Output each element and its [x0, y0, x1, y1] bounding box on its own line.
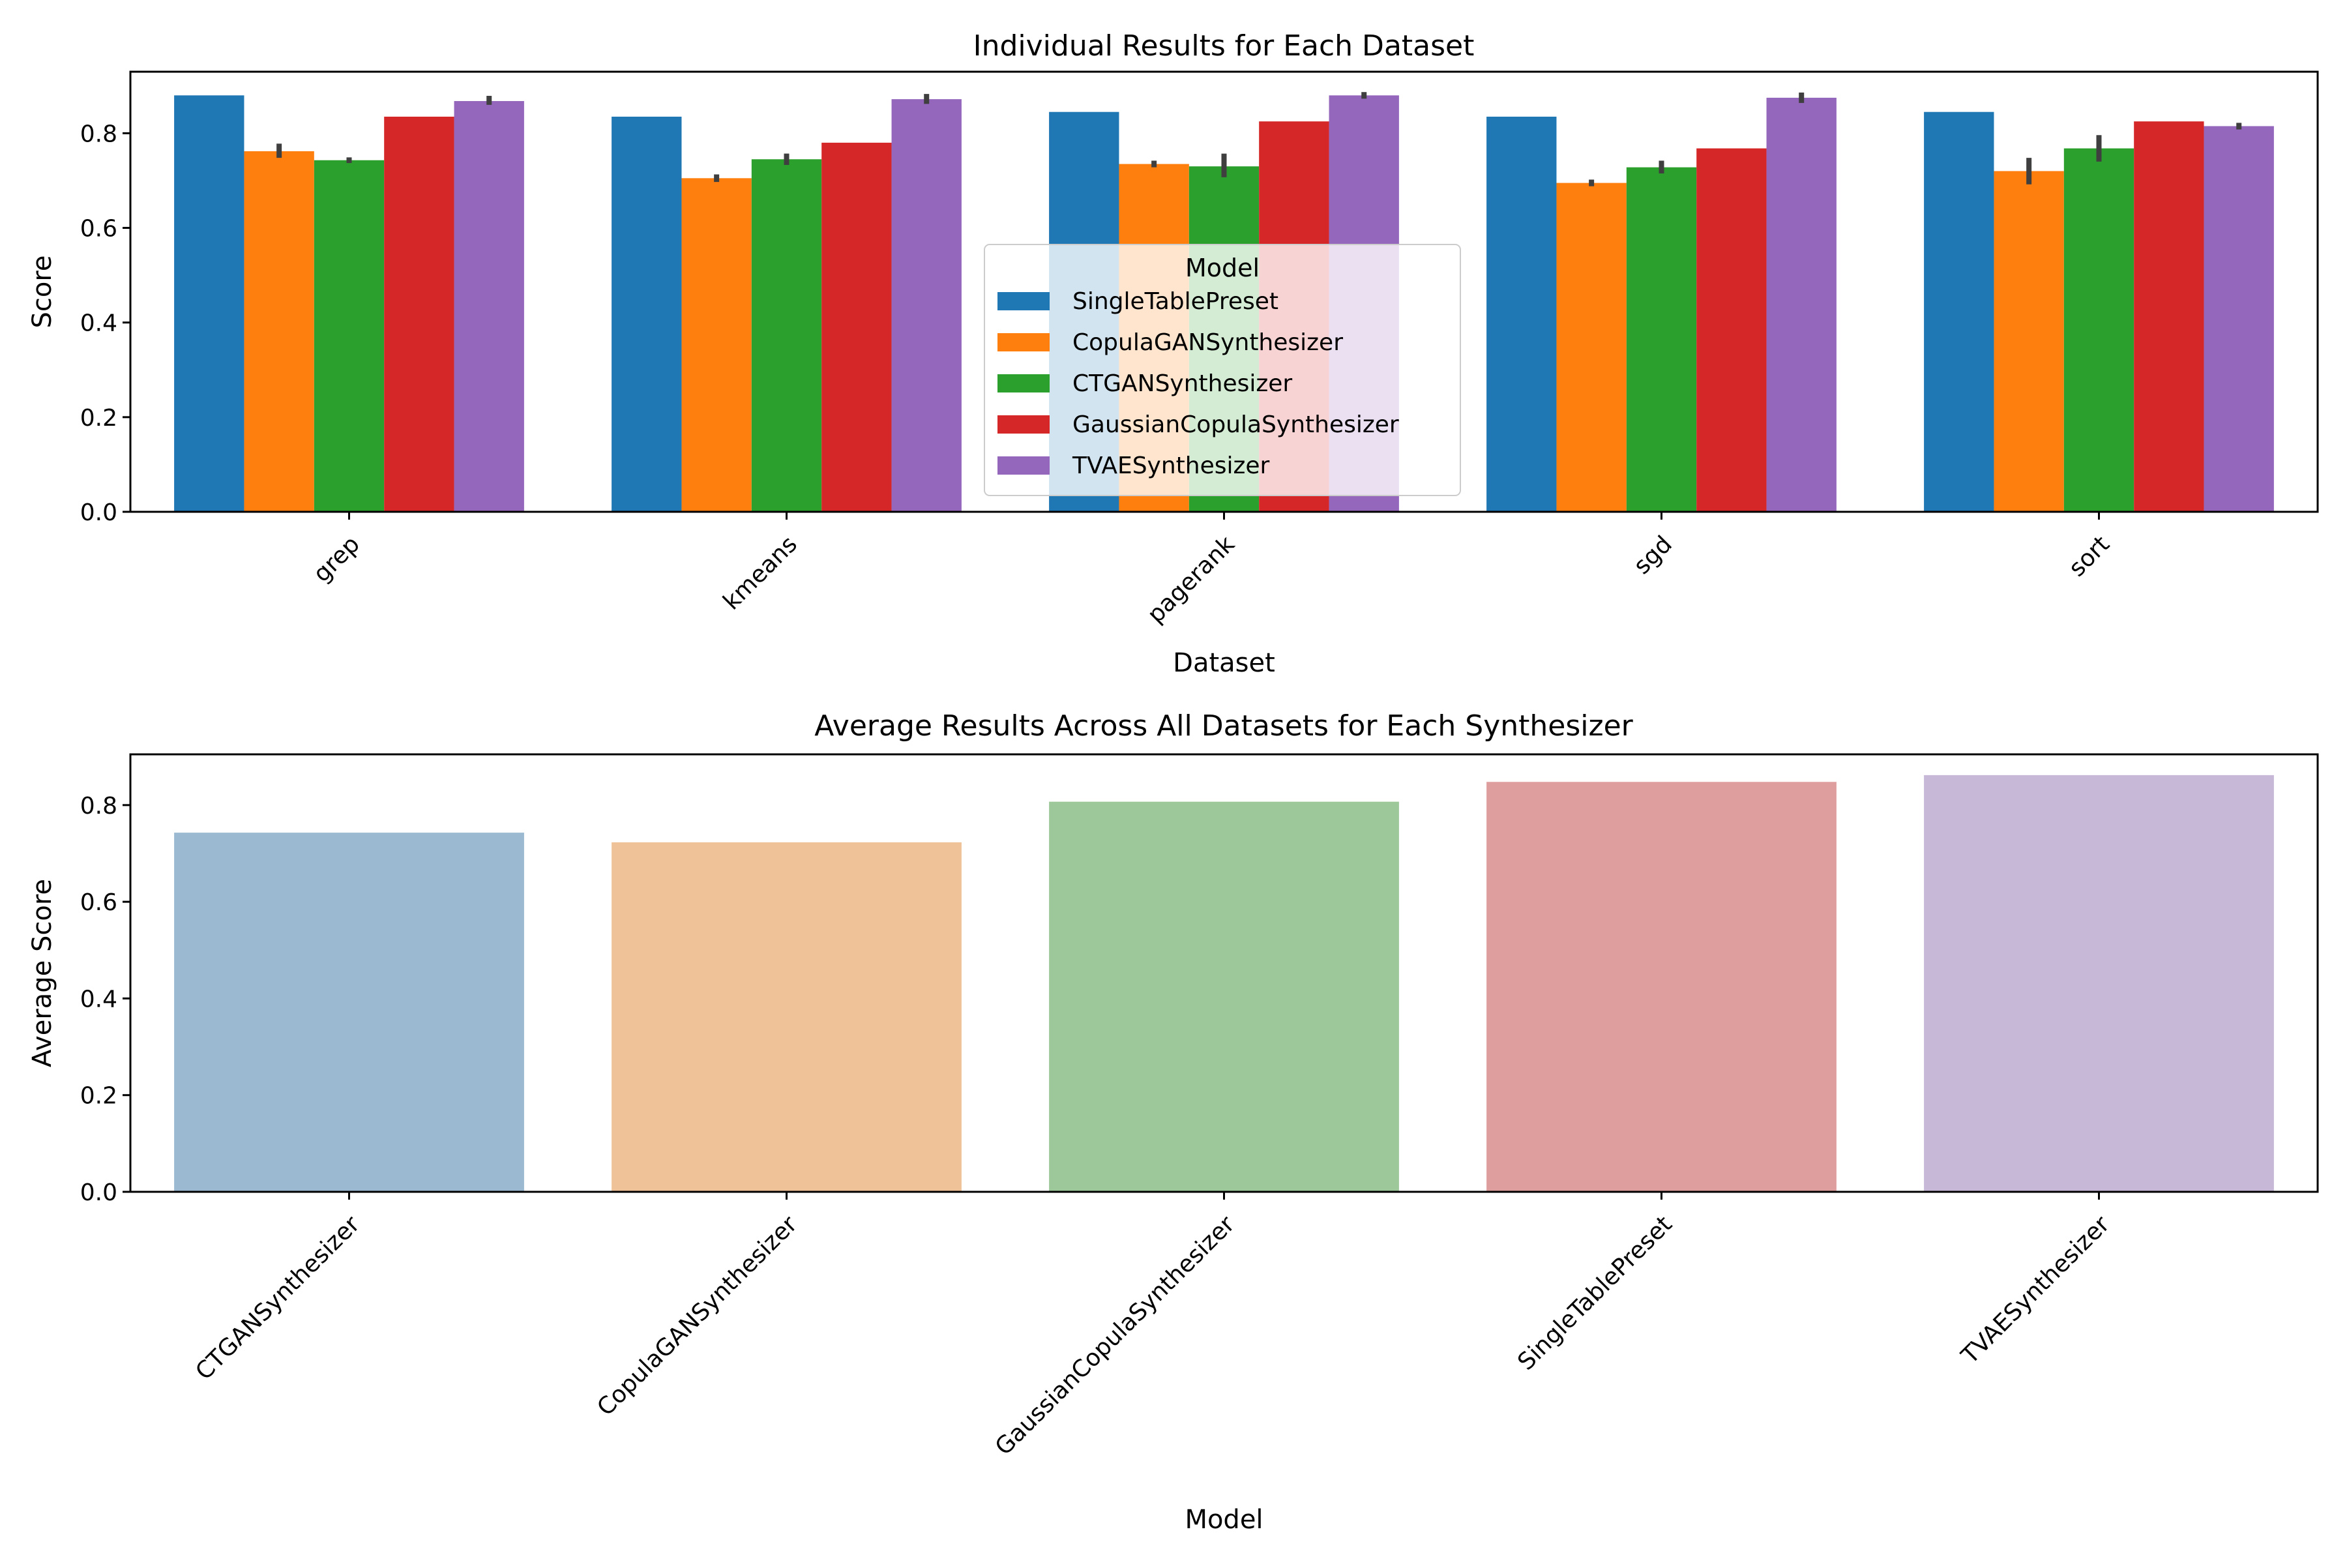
legend-swatch — [997, 415, 1050, 434]
y-tick-label: 0.0 — [80, 1179, 117, 1206]
bar — [1049, 801, 1399, 1192]
bar — [2063, 148, 2134, 512]
bar — [1486, 782, 1837, 1192]
bar — [612, 116, 682, 512]
bar — [244, 151, 314, 512]
y-tick-label: 0.4 — [80, 986, 117, 1013]
chart1-title: Individual Results for Each Dataset — [973, 29, 1475, 63]
bar — [1556, 183, 1627, 512]
y-tick-label: 0.0 — [80, 499, 117, 526]
y-tick-label: 0.2 — [80, 405, 117, 432]
legend-title: Model — [1185, 254, 1260, 282]
legend-swatch — [997, 333, 1050, 351]
bar — [1994, 171, 2064, 512]
x-tick-label: kmeans — [718, 531, 803, 615]
chart2-bars — [174, 775, 2274, 1192]
legend-label: SingleTablePreset — [1072, 288, 1278, 315]
bar — [1486, 116, 1557, 512]
legend-swatch — [997, 374, 1050, 392]
chart2-title: Average Results Across All Datasets for … — [814, 709, 1633, 743]
bar — [2204, 126, 2274, 512]
y-tick-label: 0.2 — [80, 1083, 117, 1110]
chart2-y-axis-label: Average Score — [27, 879, 57, 1067]
x-tick-label: TVAESynthesizer — [1956, 1211, 2115, 1370]
x-tick-label: GaussianCopulaSynthesizer — [990, 1211, 1240, 1460]
chart2-x-ticks: CTGANSynthesizer CopulaGANSynthesizer Gaus… — [190, 1192, 2115, 1460]
chart-average-results: Average Results Across All Datasets for … — [27, 709, 2319, 1535]
chart1-y-axis-label: Score — [27, 255, 57, 328]
y-tick-label: 0.6 — [80, 216, 117, 243]
chart1-y-ticks: 0.0 0.2 0.4 0.6 0.8 — [80, 121, 130, 526]
chart1-x-axis-label: Dataset — [1173, 648, 1275, 678]
bar — [2134, 121, 2204, 512]
legend-label: TVAESynthesizer — [1072, 452, 1270, 479]
y-tick-label: 0.8 — [80, 121, 117, 147]
x-tick-label: pagerank — [1142, 531, 1240, 629]
bar — [384, 116, 454, 512]
bar — [174, 95, 244, 512]
legend-box — [984, 244, 1461, 496]
y-tick-label: 0.8 — [80, 793, 117, 820]
bar — [454, 101, 524, 512]
bar — [1626, 167, 1697, 512]
bar — [891, 99, 962, 512]
bar — [1766, 97, 1837, 512]
legend-swatch — [997, 292, 1050, 310]
chart1-legend: Model SingleTablePreset CopulaGANSynthesi… — [984, 244, 1461, 496]
x-tick-label: sgd — [1629, 531, 1677, 580]
chart-individual-results: Individual Results for Each Dataset 0.00… — [27, 29, 2319, 678]
y-tick-label: 0.4 — [80, 310, 117, 337]
bar — [821, 142, 892, 512]
x-tick-label: SingleTablePreset — [1513, 1211, 1677, 1375]
chart1-x-ticks: grep kmeans pagerank sgd sort — [308, 512, 2115, 629]
y-tick-label: 0.6 — [80, 889, 117, 916]
bar — [1924, 775, 2274, 1192]
chart2-y-ticks: 0.0 0.2 0.4 0.6 0.8 — [80, 793, 130, 1206]
bar — [612, 842, 962, 1192]
legend-label: GaussianCopulaSynthesizer — [1072, 411, 1399, 438]
legend-label: CopulaGANSynthesizer — [1072, 329, 1343, 356]
bar — [174, 833, 524, 1192]
legend-swatch — [997, 456, 1050, 475]
x-tick-label: grep — [308, 531, 365, 587]
chart1-error-bars — [276, 92, 2242, 186]
x-tick-label: sort — [2064, 531, 2115, 582]
chart2-x-axis-label: Model — [1185, 1505, 1263, 1535]
x-tick-label: CTGANSynthesizer — [190, 1211, 365, 1385]
bar — [1924, 111, 1994, 512]
bar — [1696, 148, 1767, 512]
bar — [314, 160, 385, 512]
legend-items: SingleTablePreset CopulaGANSynthesizer CTG… — [997, 288, 1399, 479]
bar — [751, 159, 822, 512]
legend-label: CTGANSynthesizer — [1072, 370, 1292, 397]
x-tick-label: CopulaGANSynthesizer — [592, 1211, 803, 1421]
bar — [681, 178, 752, 512]
